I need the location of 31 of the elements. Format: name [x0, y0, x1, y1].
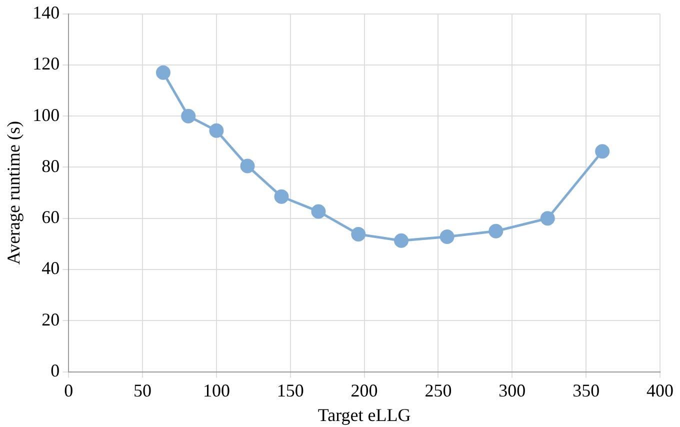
point [240, 158, 255, 174]
x-tick-label: 350 [572, 380, 600, 400]
y-tick-label: 40 [42, 258, 60, 278]
point [488, 224, 504, 238]
y-axis-title: Average runtime (s) [4, 120, 24, 265]
y-tick-label: 140 [32, 2, 60, 23]
x-tick-label: 50 [134, 380, 152, 400]
y-tick-label: 20 [42, 309, 60, 330]
x-tick-label: 250 [424, 380, 452, 400]
x-tick-label: 0 [64, 380, 74, 400]
point [540, 211, 555, 226]
x-tick-label: 200 [350, 380, 378, 400]
point [595, 144, 610, 159]
point [274, 189, 289, 204]
point [311, 204, 326, 219]
x-tick-label: 100 [202, 380, 230, 400]
point [209, 123, 224, 138]
point [351, 226, 366, 242]
x-axis-title: Target eLLG [318, 404, 411, 425]
y-tick-label: 120 [32, 54, 60, 74]
y-tick-label: 0 [50, 360, 60, 381]
x-tick-label: 400 [646, 380, 674, 400]
point [156, 65, 170, 80]
y-tick-label: 100 [32, 104, 60, 125]
x-tick-label: 300 [498, 380, 526, 400]
point [181, 108, 196, 124]
point [440, 230, 454, 244]
x-tick-label: 150 [276, 380, 304, 400]
y-tick-label: 60 [42, 207, 60, 228]
y-tick-label: 80 [42, 156, 60, 176]
point [394, 233, 409, 248]
